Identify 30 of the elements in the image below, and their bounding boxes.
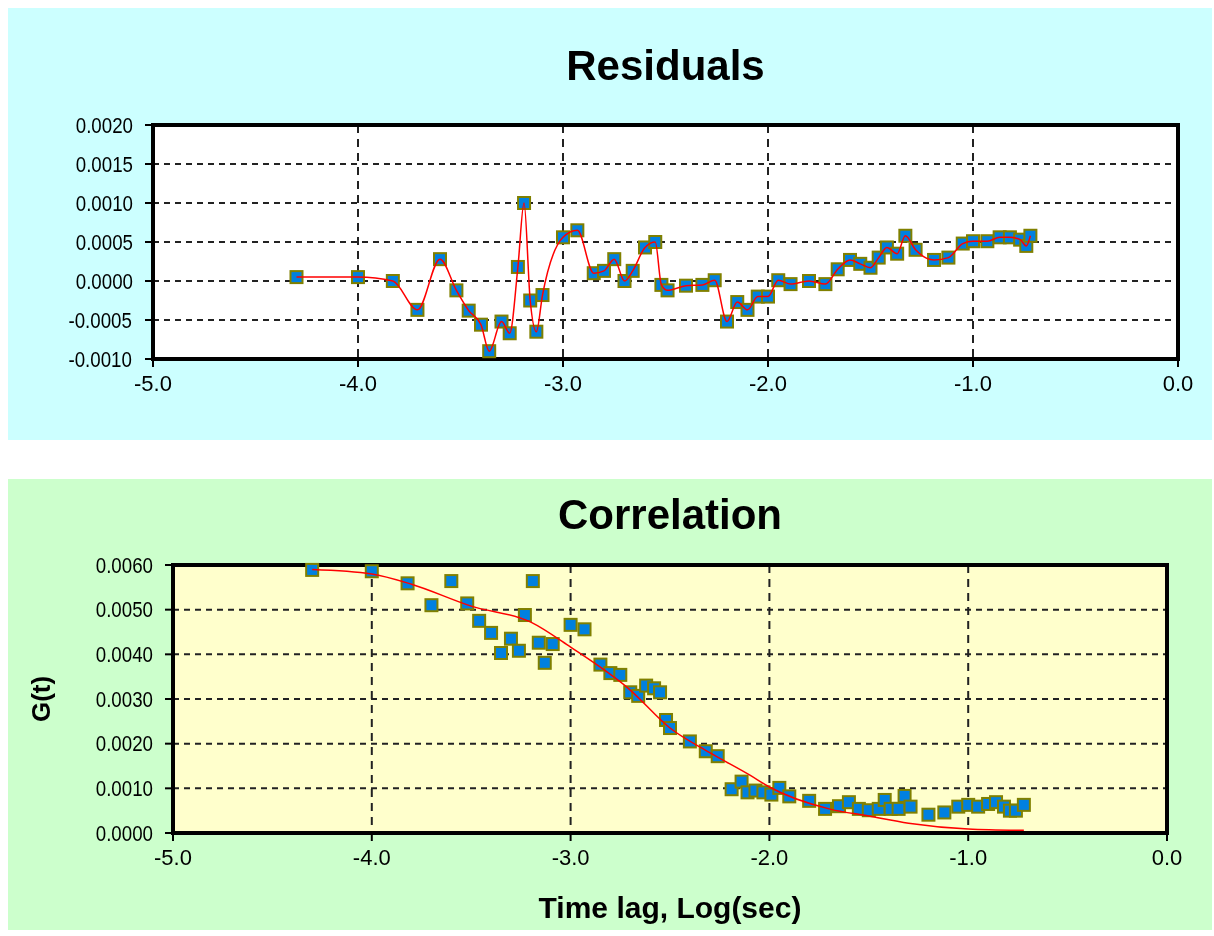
y-tick-label: -0.0010 (68, 347, 132, 372)
y-tick-label: 0.0020 (95, 731, 153, 756)
x-tick-label: -3.0 (544, 371, 582, 396)
y-tick-label: 0.0000 (95, 821, 153, 846)
chart-title: Residuals (566, 42, 765, 89)
y-tick-label: 0.0040 (95, 642, 153, 667)
x-tick-label: 0.0 (1151, 845, 1183, 870)
x-tick-label: -2.0 (750, 845, 789, 870)
x-tick-label: -2.0 (749, 371, 787, 396)
x-tick-label: 0.0 (1162, 371, 1194, 396)
y-tick-label: 0.0000 (75, 269, 133, 294)
x-tick-label: -3.0 (551, 845, 590, 870)
y-tick-label: 0.0060 (95, 553, 153, 578)
y-tick-label: 0.0005 (75, 230, 133, 255)
chart-title: Correlation (557, 491, 783, 538)
y-axis-title: G(t) (26, 675, 56, 723)
y-tick-label: 0.0010 (75, 191, 133, 216)
x-tick-label: -1.0 (949, 845, 988, 870)
x-axis-title: Time lag, Log(sec) (538, 891, 802, 924)
y-tick-label: 0.0015 (75, 152, 133, 177)
y-tick-label: -0.0005 (68, 308, 132, 333)
y-tick-label: 0.0050 (95, 597, 153, 622)
x-tick-label: -5.0 (154, 845, 192, 870)
x-tick-label: -1.0 (954, 371, 992, 396)
x-tick-label: -4.0 (352, 845, 391, 870)
x-tick-label: -5.0 (134, 371, 172, 396)
x-tick-label: -4.0 (339, 371, 377, 396)
y-tick-label: 0.0010 (95, 776, 153, 801)
y-tick-label: 0.0020 (75, 113, 133, 138)
y-tick-label: 0.0030 (95, 687, 153, 712)
